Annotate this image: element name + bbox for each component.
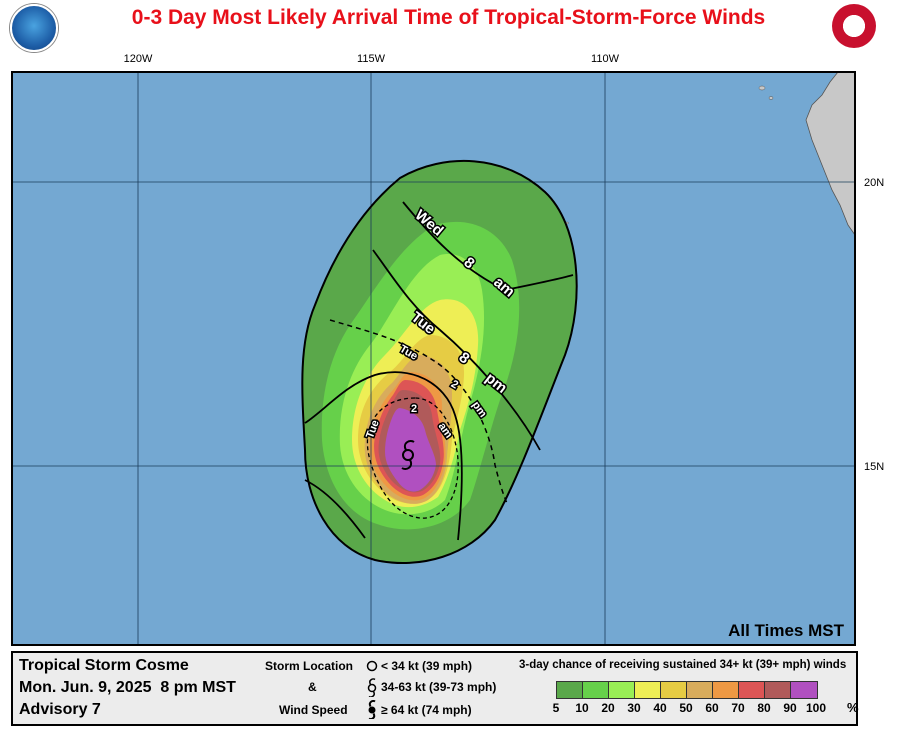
probability-swatch (557, 682, 583, 698)
contour-southwest (304, 479, 366, 539)
probability-swatch (791, 682, 817, 698)
probability-tick-label: 5 (552, 701, 560, 715)
grid (12, 72, 855, 645)
probability-tick-label: 20 (601, 701, 615, 715)
island (768, 96, 774, 100)
percent-label: % (847, 700, 859, 715)
probability-swatch (635, 682, 661, 698)
probability-tick-label: 60 (705, 701, 719, 715)
probability-tick-label: 40 (653, 701, 667, 715)
advisory-number: Advisory 7 (19, 701, 101, 718)
probability-swatch (661, 682, 687, 698)
lat-label-15n: 15N (864, 461, 884, 473)
tropical-storm-icon (367, 678, 377, 697)
probability-tick-label: 70 (731, 701, 745, 715)
legend-panel: Tropical Storm Cosme Mon. Jun. 9, 2025 8… (11, 651, 859, 726)
probability-swatch (583, 682, 609, 698)
contour-wed-8am (402, 201, 574, 291)
lt34-label: < 34 kt (39 mph) (381, 659, 473, 673)
storm-name: Tropical Storm Cosme (19, 657, 189, 674)
contour-tue-2am (304, 371, 463, 541)
lat-label-20n: 20N (864, 177, 884, 189)
baja-coast (805, 72, 855, 236)
page-title: 0-3 Day Most Likely Arrival Time of Trop… (131, 6, 766, 29)
open-circle-icon (366, 660, 378, 672)
probability-color-bar (556, 681, 818, 699)
contour-inner-dashed (366, 397, 459, 519)
prob-outline (301, 160, 578, 564)
island (758, 85, 766, 91)
ge64-label: ≥ 64 kt (74 mph) (381, 703, 472, 717)
arrival-contours (304, 201, 574, 541)
map-frame (11, 71, 856, 646)
kt34-63-label: 34-63 kt (39-73 mph) (381, 680, 497, 694)
advisory-date: Mon. Jun. 9, 2025 8 pm MST (19, 679, 236, 696)
storm-location-label: Storm Location (265, 659, 354, 673)
probability-tick-label: 30 (627, 701, 641, 715)
nws-logo-icon (832, 4, 876, 48)
label-tue-2am-2: 2 (411, 403, 417, 415)
probability-tick-label: 10 (575, 701, 589, 715)
probability-tick-label: 100 (805, 701, 827, 715)
probability-swatch (609, 682, 635, 698)
probability-swatch (765, 682, 791, 698)
wind-speed-label: Wind Speed (279, 703, 348, 717)
probability-swatch (713, 682, 739, 698)
storm-location-icon (401, 440, 415, 470)
lon-label-115w: 115W (357, 53, 386, 65)
noaa-logo-icon (10, 4, 58, 52)
all-times-label: All Times MST (728, 621, 844, 640)
ampersand-label: & (308, 680, 317, 694)
probability-swatch (739, 682, 765, 698)
contour-tue-8pm (372, 249, 541, 451)
contour-tue-2pm (329, 319, 509, 506)
probability-swatch (687, 682, 713, 698)
lon-label-110w: 110W (591, 53, 620, 65)
probability-tick-label: 90 (783, 701, 797, 715)
probability-legend-title: 3-day chance of receiving sustained 34+ … (519, 659, 847, 671)
probability-tick-label: 80 (757, 701, 771, 715)
hurricane-icon (368, 700, 376, 719)
lon-label-120w: 120W (124, 53, 153, 65)
probability-tick-label: 50 (679, 701, 693, 715)
